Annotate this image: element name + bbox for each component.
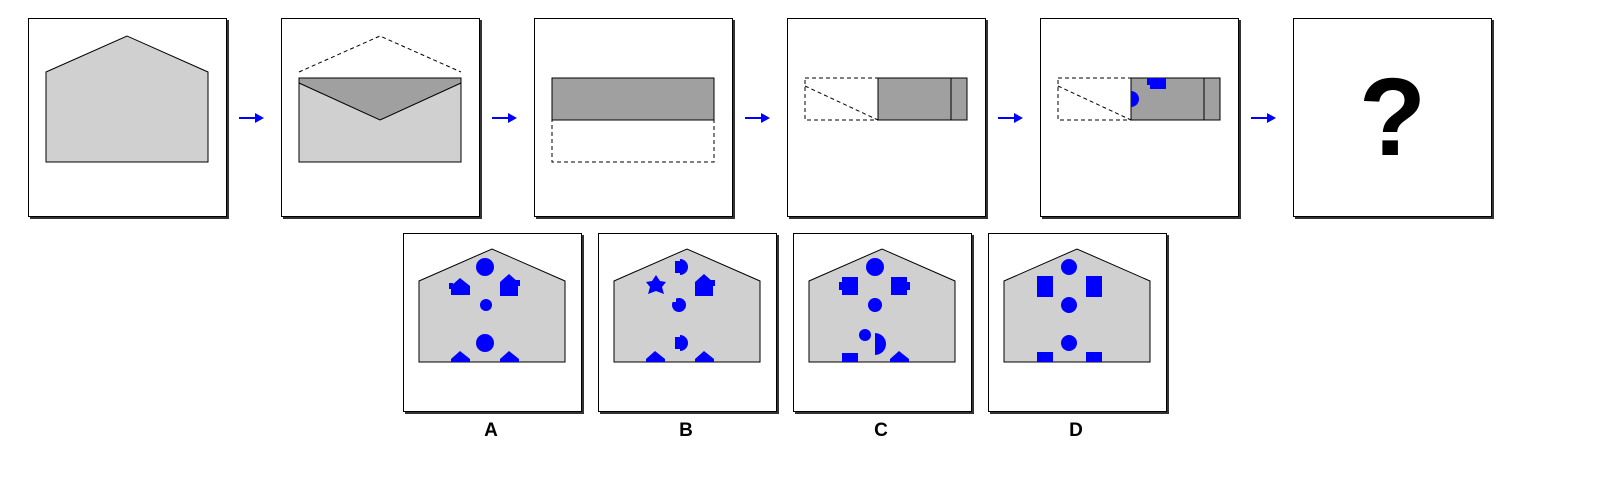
square-hole [1086,352,1102,362]
option-a-label: A [484,420,498,441]
step-1-panel [28,18,227,217]
option-c-figure [808,248,956,363]
square-hole [1037,352,1053,362]
house-hole [646,351,665,362]
right-arrow-icon [745,113,770,123]
option-b-label: B [679,420,693,441]
circle-hole [868,298,882,312]
fold-diagonal-dashed [1057,85,1132,121]
right-arrow-icon [998,113,1023,123]
folded-outline-dashed [298,35,462,73]
folded-outline-dashed [1057,77,1132,121]
circle-hole [866,258,884,276]
option-a-figure [418,248,566,363]
house-hole [451,351,470,362]
circle-hole [476,258,494,276]
fold-diagonal-dashed [804,85,879,121]
circle-hole [859,329,871,341]
half-circle-hole [675,335,688,351]
circle-hole [1061,259,1077,275]
step-5-panel [1040,18,1239,217]
right-arrow-icon [239,113,264,123]
square-hole [1037,276,1053,297]
folded-outline-dashed [804,77,879,121]
folded-paper [1130,77,1221,121]
option-d-figure [1003,248,1151,363]
option-b-figure [613,248,761,363]
house-hole [500,274,520,296]
option-c-label: C [874,420,888,441]
paper-shape [45,35,209,163]
right-arrow-icon [1251,113,1276,123]
paper-shape [613,248,761,363]
half-circle-hole [1131,91,1139,107]
step-2-panel [281,18,480,217]
half-circle-hole [672,298,686,312]
circle-hole [1061,335,1077,351]
square-hole [1086,276,1102,297]
circle-hole [476,334,494,352]
square-hole [1150,78,1166,89]
square-hole [839,277,858,295]
step-3-figure [551,77,715,163]
square-hole [891,277,910,295]
step-1-figure [45,35,209,163]
step-5-figure [1057,77,1221,121]
folded-flap [298,77,462,121]
option-c[interactable] [793,233,972,412]
option-b[interactable] [598,233,777,412]
paper-shape [1003,248,1151,363]
question-mark: ? [1358,56,1427,179]
folded-paper [877,77,968,121]
option-a[interactable] [403,233,582,412]
star-hole [646,275,666,294]
step-4-figure [804,77,968,121]
square-hole [842,353,858,362]
answer-panel: ? [1293,18,1492,217]
house-hole [695,274,715,296]
house-hole [890,351,909,362]
house-hole [500,351,519,362]
house-hole [449,278,470,295]
folded-paper [551,77,715,121]
paper-shape [418,248,566,363]
half-circle-hole [675,259,688,275]
right-arrow-icon [492,113,517,123]
folded-outline-dashed [551,119,715,163]
step-3-panel [534,18,733,217]
option-d[interactable] [988,233,1167,412]
square-hole-notch [1147,78,1150,85]
circle-hole [480,299,492,311]
circle-hole [1061,297,1077,313]
half-circle-hole [875,333,886,355]
step-2-figure [298,35,462,163]
step-4-panel [787,18,986,217]
option-d-label: D [1069,420,1083,441]
house-hole [695,351,714,362]
